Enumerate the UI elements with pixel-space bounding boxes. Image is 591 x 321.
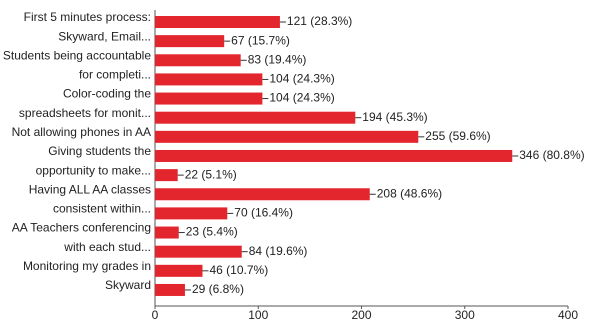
bar [155,188,370,201]
value-label: 46 (10.7%) [209,263,268,277]
value-label: 104 (24.3%) [269,91,334,105]
bar [155,245,242,258]
category-label: spreadsheets for monit... [19,106,151,120]
value-label: 346 (80.8%) [519,148,584,162]
value-label: 255 (59.6%) [425,129,490,143]
x-tick-label: 300 [455,308,475,321]
bar [155,111,356,124]
bar [155,54,241,67]
bar [155,130,419,143]
bar [155,149,513,162]
category-label: Students being accountable [3,48,151,62]
category-label: First 5 minutes process: [24,10,151,24]
bar [155,35,225,48]
bar [155,226,179,239]
x-tick-label: 400 [558,308,578,321]
category-label: Color-coding the [63,87,151,101]
bar [155,264,203,277]
value-label: 83 (19.4%) [248,52,307,66]
value-label: 23 (5.4%) [186,225,238,239]
category-label: consistent within... [53,202,151,216]
category-label: Skyward, Email... [58,29,151,43]
value-label: 70 (16.4%) [234,206,293,220]
x-tick-label: 0 [152,308,159,321]
value-label: 22 (5.1%) [185,167,237,181]
x-tick-label: 100 [248,308,268,321]
value-label: 67 (15.7%) [231,33,290,47]
bar [155,73,263,86]
bar [155,92,263,105]
x-tick-label: 200 [351,308,371,321]
category-label: Giving students the [48,144,151,158]
value-label: 29 (6.8%) [192,282,244,296]
value-label: 208 (48.6%) [377,186,442,200]
bar [155,283,185,296]
value-label: 121 (28.3%) [287,14,352,28]
value-label: 194 (45.3%) [362,110,427,124]
category-label: for completi... [79,68,151,82]
bar [155,169,178,182]
bar [155,16,280,28]
category-label: Monitoring my grades in [23,259,151,273]
category-label: Skyward [105,278,151,292]
category-label: opportunity to make... [36,163,151,177]
bar [155,207,228,220]
category-label: Having ALL AA classes [29,182,151,196]
value-label: 104 (24.3%) [269,72,334,86]
category-label: Not allowing phones in AA [12,125,151,139]
value-label: 84 (19.6%) [249,244,308,258]
category-label: with each stud... [63,240,151,254]
category-label: AA Teachers conferencing [12,221,151,235]
